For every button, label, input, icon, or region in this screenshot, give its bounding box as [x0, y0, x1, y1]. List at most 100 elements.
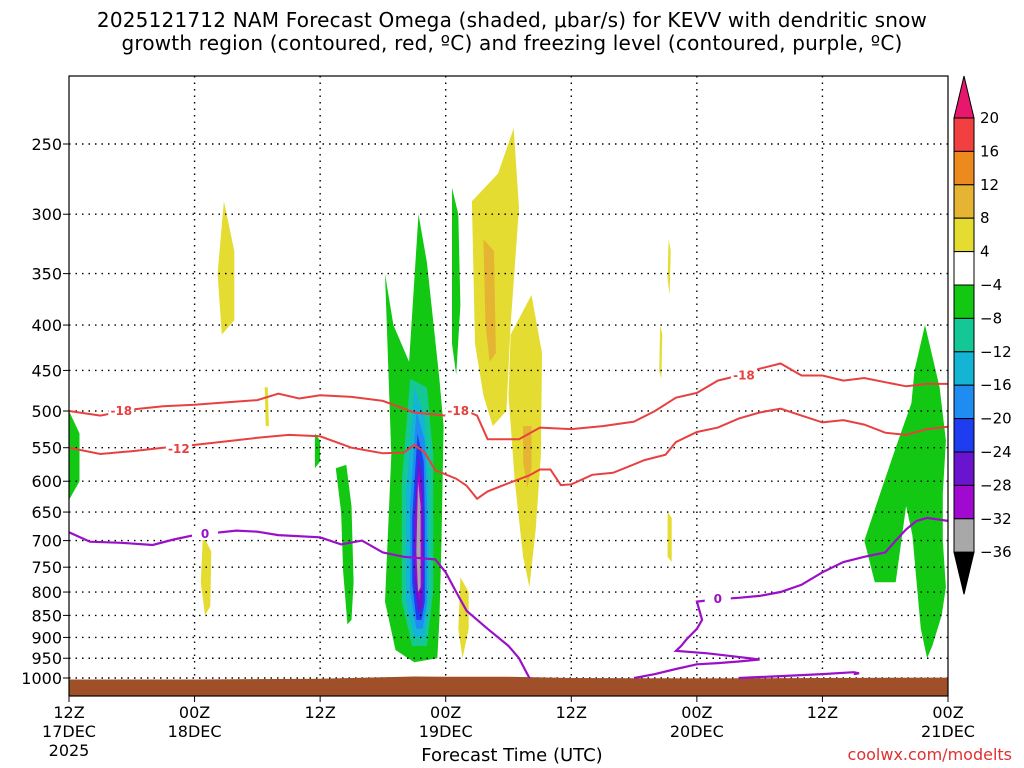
omega-region-21: [667, 239, 671, 295]
contour-label-3: -18: [733, 369, 755, 383]
x-tick-date-60: 20DEC: [670, 722, 724, 741]
contour-minus12: [69, 407, 948, 501]
x-tick-date-84: 21DEC: [921, 722, 975, 741]
contour-label-1: -12: [168, 442, 190, 456]
y-tick-label-550: 550: [31, 439, 62, 458]
x-tick-time-84: 00Z: [932, 703, 963, 722]
contour-label-bg-2: [445, 403, 472, 417]
omega-region-2: [200, 535, 212, 616]
contour-minus18: [69, 362, 948, 441]
y-tick-label-300: 300: [31, 205, 62, 224]
omega-region-15: [416, 481, 421, 592]
omega-region-1: [264, 387, 269, 427]
contour-label-2: -18: [447, 404, 469, 418]
freezing-level-right: [633, 516, 948, 680]
omega-region-7: [452, 187, 461, 375]
omega-region-17: [483, 239, 496, 362]
x-tick-time-36: 00Z: [430, 703, 461, 722]
colorbar-label-13: −36: [980, 543, 1012, 561]
colorbar-top-arrow: [953, 75, 975, 119]
y-tick-label-500: 500: [31, 402, 62, 421]
contour-label-bg-1: [165, 441, 192, 456]
contour-label-bg-3: [730, 367, 757, 382]
omega-region-4: [314, 433, 321, 469]
contour-label-5: 0: [714, 592, 722, 606]
omega-region-24: [864, 325, 946, 659]
y-tick-label-850: 850: [31, 606, 62, 625]
y-tick-label-450: 450: [31, 361, 62, 380]
terrain-fill: [69, 676, 948, 696]
colorbar-segment-9: [953, 384, 975, 420]
colorbar-segment-7: [953, 317, 975, 353]
omega-region-23: [667, 512, 672, 562]
freezing-level-bottom: [738, 671, 860, 680]
colorbar-segment-12: [953, 484, 975, 520]
omega-region-16: [471, 128, 519, 427]
contour-label-bg-0: [108, 403, 135, 417]
y-axis: 250 300 350 400 450 500 550 600 650 700 750 800 850 9…: [21, 135, 69, 688]
colorbar-segment-10: [953, 418, 975, 453]
colorbar-segment-1: [953, 117, 975, 152]
colorbar-segment-6: [953, 284, 975, 319]
y-tick-label-650: 650: [31, 503, 62, 522]
y-tick-label-750: 750: [31, 558, 62, 577]
omega-region-3: [69, 411, 80, 500]
omega-region-20: [458, 577, 469, 659]
omega-region-0: [217, 201, 235, 335]
y-tick-label-950: 950: [31, 649, 62, 668]
contour-label-bg-4: [192, 525, 219, 540]
x-tick-time-48: 12Z: [556, 703, 587, 722]
colorbar-label-12: −32: [980, 510, 1012, 528]
colorbar-segment-8: [953, 351, 975, 386]
colorbar-segment-2: [953, 150, 975, 186]
colorbar-segment-11: [953, 451, 975, 486]
contours: -18 -12 -18 -18 0 0: [69, 362, 948, 680]
colorbar-label-7: −12: [980, 343, 1012, 361]
y-tick-label-350: 350: [31, 265, 62, 284]
colorbar-label-1: 16: [980, 142, 999, 160]
x-tick-time-72: 12Z: [807, 703, 838, 722]
colorbar-bottom-arrow: [953, 551, 975, 595]
omega-region-22: [659, 325, 663, 379]
colorbar-label-8: −16: [980, 376, 1012, 394]
contour-label-4: 0: [201, 527, 209, 541]
colorbar-segment-4: [953, 217, 975, 253]
x-tick-time-0: 12Z: [53, 703, 84, 722]
x-axis-title: Forecast Time (UTC): [421, 745, 603, 766]
y-tick-label-250: 250: [31, 135, 62, 154]
contour-label-0: -18: [110, 404, 132, 418]
colorbar-label-6: −8: [980, 309, 1002, 327]
y-tick-label-600: 600: [31, 472, 62, 491]
y-tick-label-700: 700: [31, 532, 62, 551]
colorbar-label-5: −4: [980, 276, 1002, 294]
x-tick-time-24: 12Z: [304, 703, 335, 722]
y-tick-label-1000: 1000: [21, 669, 62, 688]
x-tick-date-0: 17DEC: [42, 722, 96, 741]
freezing-level-left: [69, 529, 531, 679]
colorbar-label-3: 8: [980, 209, 990, 227]
y-tick-label-800: 800: [31, 583, 62, 602]
colorbar-segment-3: [953, 184, 975, 219]
colorbar-label-10: −24: [980, 443, 1012, 461]
colorbar: 20 16 12 8 4 −4 −8 −12 −16 −20 −24 −28 −32 −36: [953, 75, 1012, 595]
colorbar-label-9: −20: [980, 410, 1012, 428]
colorbar-label-4: 4: [980, 243, 990, 261]
contour-label-bg-5: [704, 591, 731, 606]
chart-title-line1: 2025121712 NAM Forecast Omega (shaded, μ…: [96, 8, 928, 32]
colorbar-label-2: 12: [980, 176, 999, 194]
omega-region-8: [395, 454, 402, 488]
terrain-polygon: [69, 676, 948, 696]
x-tick-time-60: 00Z: [681, 703, 712, 722]
chart-title-line2: growth region (contoured, red, ºC) and f…: [121, 31, 903, 55]
y-tick-label-900: 900: [31, 628, 62, 647]
credit-text: coolwx.com/modelts: [847, 745, 1012, 764]
omega-shading: [69, 128, 946, 663]
x-tick-year-0: 2025: [49, 741, 90, 760]
x-tick-date-12: 18DEC: [168, 722, 222, 741]
x-tick-date-36: 19DEC: [419, 722, 473, 741]
colorbar-label-0: 20: [980, 109, 999, 127]
omega-region-19: [523, 426, 532, 488]
colorbar-segment-5: [953, 251, 975, 286]
